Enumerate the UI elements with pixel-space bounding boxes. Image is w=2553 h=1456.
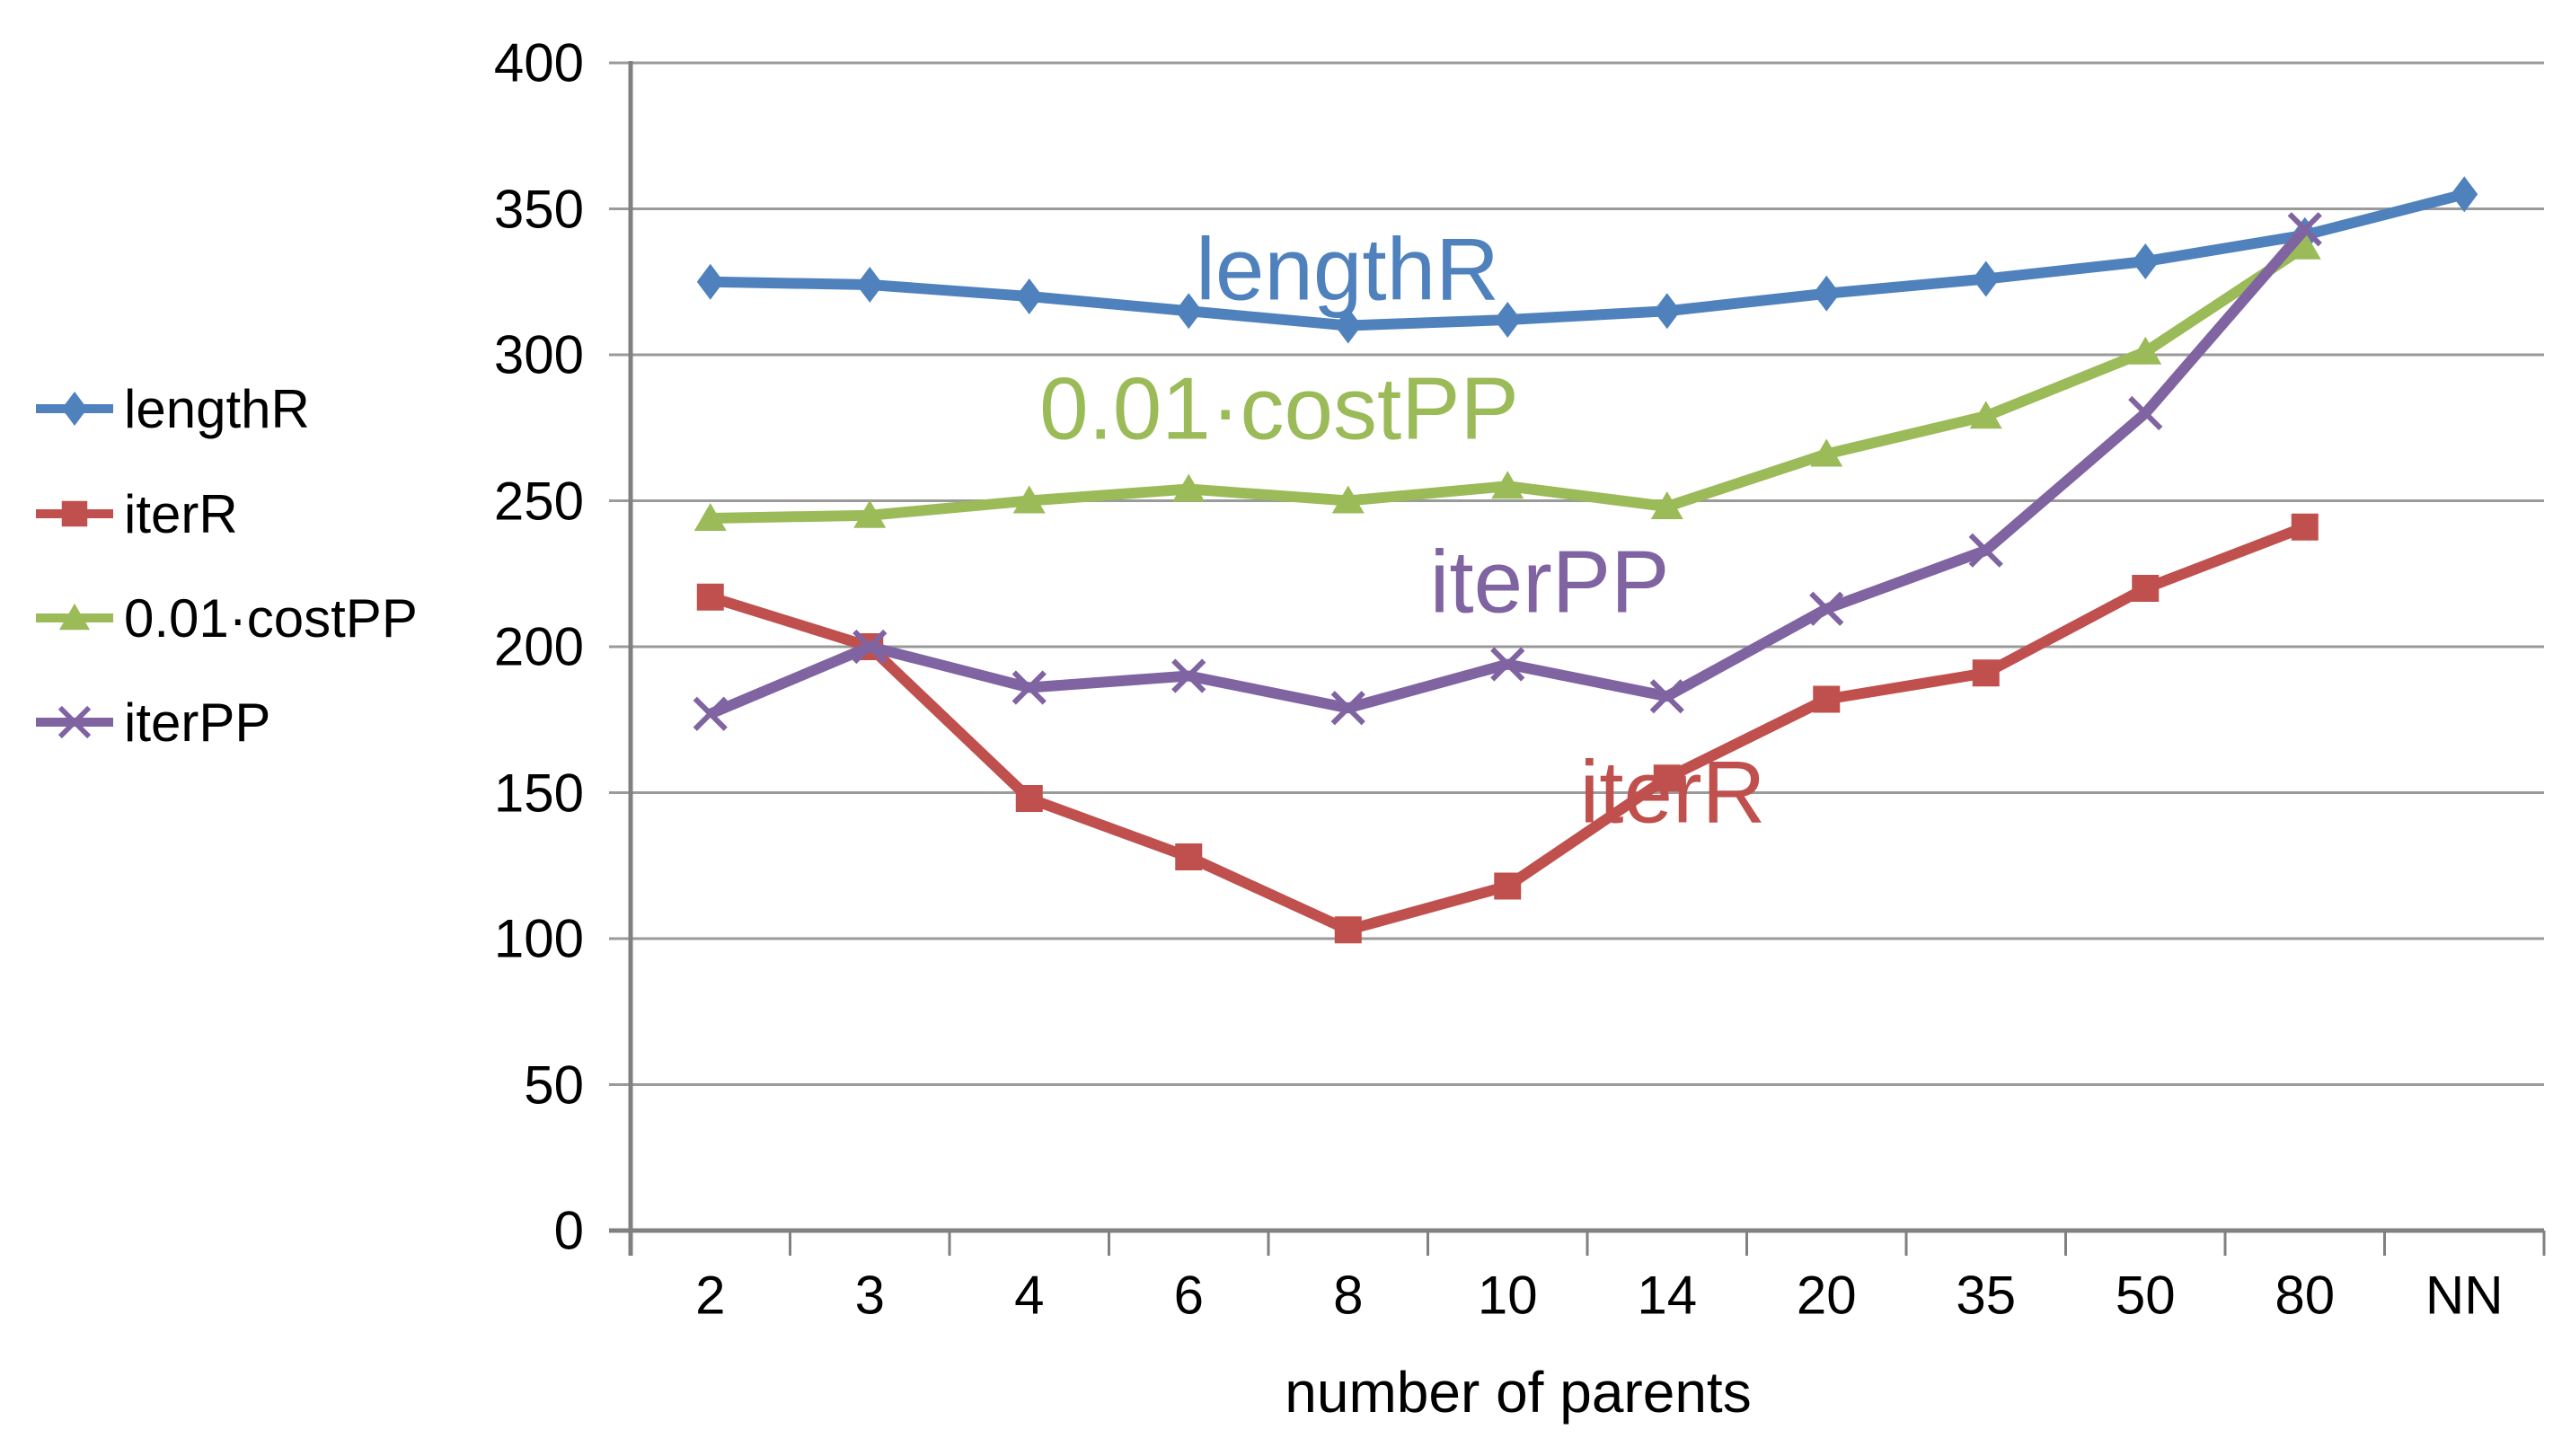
y-tick-label: 50 (524, 1054, 584, 1115)
diamond-marker (856, 267, 884, 303)
diamond-marker (696, 263, 724, 300)
x-marker (2128, 395, 2163, 431)
legend-label: iterR (124, 483, 238, 544)
legend-marker-diamond-icon (36, 392, 113, 426)
x-tick-label-3: 3 (854, 1265, 885, 1326)
x-tick-label-35: 35 (1956, 1265, 2017, 1326)
square-marker (1175, 843, 1203, 870)
legend-marker-x-icon (36, 705, 113, 739)
chart-legend: lengthR iterR 0.01·costPP iterPP (36, 0, 611, 1456)
square-marker (1653, 764, 1681, 792)
diamond-marker (61, 392, 88, 426)
legend-label: 0.01·costPP (124, 587, 418, 649)
x-tick-label-14: 14 (1637, 1265, 1698, 1326)
y-tick-label: 200 (493, 616, 584, 677)
square-marker (1334, 916, 1362, 944)
legend-item-iterPP: iterPP (36, 682, 270, 763)
series-line-lengthR (710, 189, 2466, 331)
series-iterPP (693, 212, 2322, 731)
x-marker (1011, 670, 1047, 705)
diamond-marker (2451, 176, 2478, 213)
legend-label: iterPP (124, 692, 271, 753)
square-marker (61, 500, 88, 527)
triangle-marker (2288, 231, 2321, 260)
y-tick-label: 150 (493, 763, 584, 823)
triangle-marker (1969, 401, 2002, 429)
square-marker (1015, 785, 1043, 812)
legend-marker-triangle-icon (36, 603, 113, 631)
legend-marker-square-icon (36, 500, 113, 527)
x-marker (57, 705, 92, 739)
x-marker (1968, 533, 2003, 568)
diamond-marker (1653, 293, 1681, 330)
y-tick-label: 100 (493, 908, 584, 969)
triangle-marker (1012, 485, 1046, 514)
square-marker (2132, 575, 2160, 602)
legend-item-iterR: iterR (36, 473, 238, 554)
x-marker (1171, 658, 1206, 693)
x-tick-label-2: 2 (695, 1265, 726, 1326)
triangle-marker (2129, 336, 2162, 365)
diamond-marker (1175, 293, 1203, 330)
y-tick-label: 250 (493, 471, 584, 531)
inline-series-label-iterPP: iterPP (1429, 532, 1670, 631)
x-marker (2287, 212, 2322, 247)
triangle-marker (1331, 485, 1365, 514)
triangle-marker (1650, 491, 1683, 519)
x-marker (1330, 691, 1365, 726)
x-tick-label-50: 50 (2115, 1265, 2176, 1326)
y-tick-label: 350 (493, 179, 584, 239)
x-tick-label-80: 80 (2275, 1265, 2336, 1326)
x-marker (1490, 647, 1525, 682)
inline-series-label-lengthR: lengthR (1196, 219, 1499, 319)
triangle-marker (58, 603, 91, 631)
y-tick-label: 300 (493, 324, 584, 385)
x-tick-label-4: 4 (1014, 1265, 1045, 1326)
x-axis-title: number of parents (1285, 1360, 1752, 1425)
x-marker (852, 629, 888, 665)
triangle-marker (853, 499, 887, 528)
square-marker (1494, 872, 1522, 900)
series-lengthR (696, 176, 2478, 344)
legend-label: lengthR (124, 378, 310, 439)
x-tick-label-8: 8 (1333, 1265, 1364, 1326)
diamond-marker (2132, 243, 2160, 279)
diamond-marker (1334, 307, 1362, 344)
diamond-marker (1813, 275, 1841, 312)
x-tick-label-20: 20 (1796, 1265, 1857, 1326)
inline-series-label-0.01·costPP: 0.01·costPP (1039, 358, 1519, 458)
legend-item-lengthR: lengthR (36, 368, 310, 449)
x-marker (1649, 679, 1684, 714)
square-marker (696, 583, 724, 611)
triangle-marker (693, 503, 727, 531)
y-tick-label: 0 (553, 1200, 584, 1261)
x-tick-label-10: 10 (1477, 1265, 1538, 1326)
diamond-marker (1494, 302, 1522, 338)
legend-item-0.01·costPP: 0.01·costPP (36, 578, 418, 658)
x-tick-label-NN: NN (2425, 1265, 2504, 1326)
diamond-marker (1015, 278, 1043, 314)
square-marker (1972, 659, 2000, 687)
square-marker (2291, 513, 2319, 541)
y-tick-label: 400 (493, 32, 584, 93)
triangle-marker (1172, 473, 1206, 502)
inline-series-label-iterR: iterR (1579, 742, 1766, 842)
x-tick-label-6: 6 (1173, 1265, 1204, 1326)
triangle-marker (1491, 471, 1524, 499)
square-marker (1813, 685, 1841, 713)
x-marker (693, 696, 728, 731)
triangle-marker (1810, 438, 1843, 467)
diamond-marker (1972, 260, 2000, 297)
series-0.01·costPP (693, 231, 2321, 531)
x-marker (1809, 591, 1844, 626)
